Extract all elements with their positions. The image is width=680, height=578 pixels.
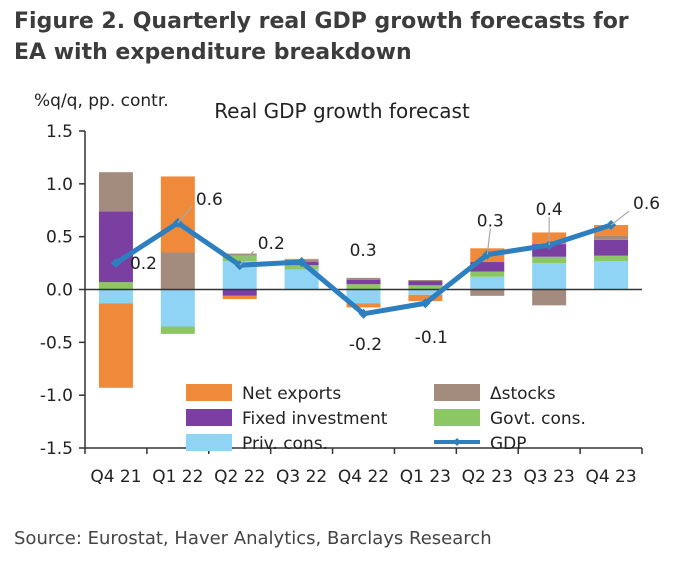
bar-govt-cons--7 [532, 256, 567, 264]
legend: Net exports Δstocks Fixed investment Govt. … [186, 384, 586, 454]
bar-priv-cons--0 [98, 289, 133, 304]
y-tick-label-5: 1.0 [46, 175, 73, 195]
bar-fixed-investment-6 [470, 262, 505, 272]
y-axis-label: %q/q, pp. contr. [34, 91, 169, 111]
bar--stocks-8 [594, 235, 629, 240]
y-tick-label-3: 0.0 [46, 281, 73, 301]
bar-priv-cons--5 [408, 289, 443, 295]
bar--stocks-0 [98, 172, 133, 212]
bar-fixed-investment-8 [594, 239, 629, 256]
x-tick-label-1: Q1 22 [152, 467, 203, 487]
bar-fixed-investment-2 [222, 289, 257, 296]
bar--stocks-7 [532, 289, 567, 306]
data-label-7: 0.4 [536, 200, 563, 220]
legend-label-fixed-investment: Fixed investment [242, 409, 388, 429]
gdp-point-3 [296, 257, 307, 268]
x-tick-label-0: Q4 21 [90, 467, 141, 487]
figure-title: Figure 2. Quarterly real GDP growth fore… [14, 9, 629, 65]
x-tick-label-4: Q4 22 [338, 467, 389, 487]
chart-title: Real GDP growth forecast [214, 99, 470, 123]
legend-swatch-govt-cons [434, 409, 480, 426]
x-tick-label-3: Q3 22 [276, 467, 327, 487]
bar-priv-cons--8 [594, 260, 629, 290]
x-tick-label-8: Q4 23 [585, 467, 636, 487]
y-tick-label-6: 1.5 [46, 122, 73, 142]
y-tick-label-0: -1.5 [40, 439, 73, 459]
bar-fixed-investment-0 [98, 211, 133, 283]
data-label-2: 0.2 [258, 234, 285, 254]
gdp-point-4 [358, 308, 369, 319]
bar-govt-cons--3 [284, 265, 319, 270]
bar-priv-cons--6 [470, 276, 505, 290]
bar--stocks-5 [408, 279, 443, 282]
data-label-6: 0.3 [477, 212, 504, 232]
y-ticks: -1.5 -1.0 -0.5 0.0 0.5 1.0 1.5 [40, 122, 85, 459]
legend-swatch-fixed-investment [186, 409, 232, 426]
legend-label-govt-cons: Govt. cons. [490, 409, 586, 429]
bar--stocks-2 [222, 253, 257, 256]
y-tick-label-2: -0.5 [40, 333, 73, 353]
legend-label-priv-cons: Priv. cons. [242, 434, 328, 454]
data-label-4: -0.2 [349, 335, 382, 355]
data-label-leader-2 [239, 250, 255, 266]
x-tick-label-7: Q3 23 [524, 467, 575, 487]
legend-label-stocks: Δstocks [490, 384, 556, 404]
legend-label-net-exports: Net exports [242, 384, 341, 404]
bar-priv-cons--3 [284, 269, 319, 290]
bar-govt-cons--0 [98, 282, 133, 290]
bar-net-exports-8 [594, 225, 629, 236]
legend-swatch-priv-cons [186, 434, 232, 451]
legend-label-gdp: GDP [490, 434, 527, 454]
data-label-5: -0.1 [415, 328, 448, 348]
x-ticks: Q4 21 Q1 22 Q2 22 Q3 22 Q4 22 Q1 23 Q2 23 Q3 23… [84, 448, 643, 487]
x-tick-label-5: Q1 23 [400, 467, 451, 487]
gdp-line-layer [110, 217, 617, 319]
bar-govt-cons--8 [594, 255, 629, 261]
data-label-1: 0.6 [196, 190, 223, 210]
gdp-point-0 [110, 258, 121, 269]
data-labels: 0.2 0.6 0.2 0.3 -0.2 -0.1 0.3 0.4 0.6 [130, 190, 660, 355]
bar-govt-cons--6 [470, 271, 505, 277]
bar-priv-cons--1 [160, 289, 195, 327]
bar-priv-cons--7 [532, 263, 567, 290]
bar-fixed-investment-5 [408, 281, 443, 286]
bar--stocks-6 [470, 289, 505, 296]
data-label-leader-8 [610, 210, 630, 226]
legend-marker-gdp [453, 438, 461, 446]
bar-fixed-investment-4 [346, 279, 381, 285]
bar-govt-cons--2 [222, 255, 257, 261]
y-tick-label-1: -1.0 [40, 386, 73, 406]
data-label-3: 0.3 [350, 241, 377, 261]
bar-net-exports-5 [408, 294, 443, 302]
data-label-leader-6 [486, 228, 491, 255]
bar--stocks-4 [346, 277, 381, 280]
bar-govt-cons--1 [160, 326, 195, 334]
data-label-leader-1 [177, 206, 193, 224]
x-tick-label-2: Q2 22 [214, 467, 265, 487]
bars-layer [98, 172, 629, 388]
bar-govt-cons--4 [346, 284, 381, 290]
bar--stocks-1 [160, 252, 195, 290]
gdp-point-5 [420, 298, 431, 309]
legend-swatch-stocks [434, 384, 480, 401]
x-tick-label-6: Q2 23 [462, 467, 513, 487]
bar-net-exports-2 [222, 295, 257, 300]
bar-net-exports-0 [98, 303, 133, 388]
source-note: Source: Eurostat, Haver Analytics, Barcl… [14, 528, 492, 549]
bar-net-exports-1 [160, 176, 195, 253]
bar-priv-cons--4 [346, 289, 381, 304]
legend-swatch-net-exports [186, 384, 232, 401]
data-label-8: 0.6 [633, 194, 660, 214]
data-label-0: 0.2 [130, 254, 157, 274]
bar-govt-cons--5 [408, 285, 443, 290]
bar-net-exports-4 [346, 303, 381, 308]
y-tick-label-4: 0.5 [46, 228, 73, 248]
